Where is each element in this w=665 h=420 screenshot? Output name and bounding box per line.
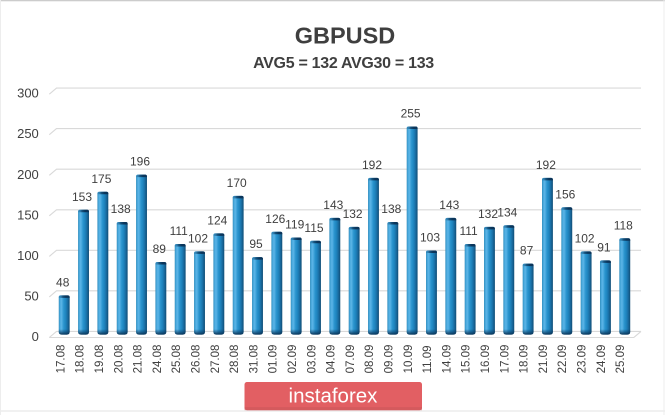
svg-text:17.09: 17.09	[499, 345, 511, 374]
svg-text:instaforex: instaforex	[289, 385, 379, 408]
svg-text:95: 95	[249, 237, 263, 251]
svg-text:143: 143	[323, 198, 343, 212]
svg-text:26.08: 26.08	[191, 345, 203, 374]
svg-text:22.09: 22.09	[557, 345, 569, 374]
svg-text:102: 102	[575, 231, 595, 245]
svg-text:153: 153	[72, 190, 92, 204]
svg-text:255: 255	[401, 107, 421, 121]
svg-text:01.09: 01.09	[268, 345, 280, 374]
svg-text:200: 200	[17, 167, 39, 182]
svg-text:138: 138	[111, 202, 131, 216]
svg-text:196: 196	[130, 155, 150, 169]
svg-text:11.09: 11.09	[422, 345, 434, 373]
svg-text:150: 150	[17, 207, 39, 222]
svg-text:115: 115	[304, 221, 323, 235]
svg-text:04.09: 04.09	[326, 345, 338, 374]
svg-text:132: 132	[343, 207, 363, 221]
svg-text:14.09: 14.09	[441, 345, 453, 374]
svg-text:19.08: 19.08	[94, 345, 106, 374]
svg-text:89: 89	[153, 242, 167, 256]
svg-text:25.09: 25.09	[615, 345, 627, 374]
svg-text:300: 300	[17, 86, 39, 101]
svg-text:07.09: 07.09	[345, 345, 357, 374]
svg-text:23.09: 23.09	[577, 345, 589, 374]
svg-text:143: 143	[439, 198, 459, 212]
svg-text:102: 102	[188, 231, 208, 245]
svg-text:175: 175	[91, 172, 111, 186]
svg-text:48: 48	[56, 275, 70, 289]
svg-text:24.08: 24.08	[152, 345, 164, 374]
svg-text:156: 156	[555, 187, 575, 201]
svg-text:16.09: 16.09	[480, 345, 492, 374]
svg-text:27.08: 27.08	[210, 345, 222, 374]
svg-text:03.09: 03.09	[306, 345, 318, 374]
svg-text:124: 124	[207, 213, 227, 227]
svg-text:15.09: 15.09	[461, 345, 473, 374]
svg-text:111: 111	[170, 224, 189, 238]
svg-text:25.08: 25.08	[171, 345, 183, 374]
svg-text:18.09: 18.09	[519, 345, 531, 374]
svg-text:GBPUSD: GBPUSD	[295, 22, 396, 48]
svg-text:111: 111	[459, 224, 478, 238]
svg-text:18.08: 18.08	[75, 345, 87, 374]
svg-text:103: 103	[420, 231, 440, 245]
svg-text:138: 138	[381, 202, 401, 216]
svg-text:119: 119	[285, 218, 304, 232]
svg-text:118: 118	[614, 218, 633, 232]
svg-text:192: 192	[536, 158, 556, 172]
svg-text:28.08: 28.08	[229, 345, 241, 374]
svg-text:10.09: 10.09	[403, 345, 415, 374]
svg-text:21.08: 21.08	[133, 345, 145, 374]
svg-text:17.08: 17.08	[55, 345, 67, 374]
svg-text:192: 192	[362, 158, 382, 172]
svg-text:0: 0	[32, 329, 39, 344]
svg-text:250: 250	[17, 126, 39, 141]
svg-text:91: 91	[597, 240, 611, 254]
svg-text:100: 100	[17, 248, 39, 263]
svg-text:50: 50	[24, 288, 38, 303]
svg-text:02.09: 02.09	[287, 345, 299, 374]
svg-text:132: 132	[478, 207, 498, 221]
svg-text:87: 87	[520, 244, 534, 258]
svg-text:20.08: 20.08	[113, 345, 125, 374]
svg-text:31.08: 31.08	[248, 345, 260, 374]
svg-text:134: 134	[497, 205, 517, 219]
svg-text:21.09: 21.09	[538, 345, 550, 374]
svg-text:09.09: 09.09	[384, 345, 396, 374]
svg-text:24.09: 24.09	[596, 345, 608, 374]
svg-text:170: 170	[227, 176, 247, 190]
svg-text:AVG5 = 132 AVG30 = 133: AVG5 = 132 AVG30 = 133	[253, 55, 434, 72]
svg-text:08.09: 08.09	[364, 345, 376, 374]
svg-text:126: 126	[265, 212, 285, 226]
